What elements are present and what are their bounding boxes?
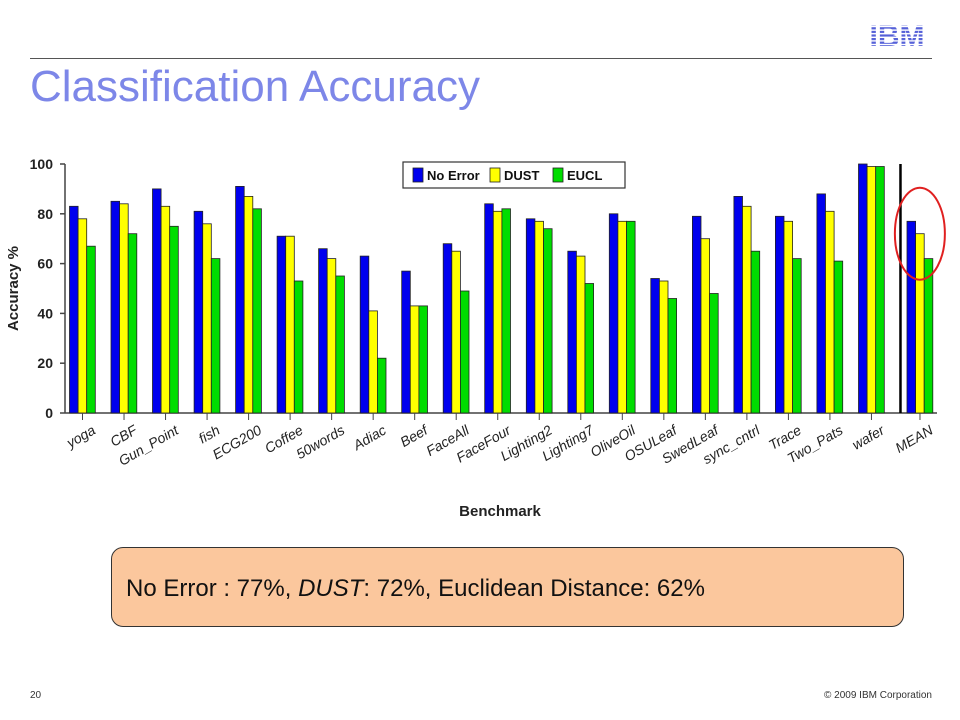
page-number: 20	[30, 690, 42, 701]
bar-yoga-dust	[77, 218, 88, 414]
bar-Lighting2-dust	[534, 220, 544, 414]
bar-Coffee-no-error	[276, 235, 287, 414]
bar-Lighting7-no-error	[567, 250, 577, 414]
bar-MEAN-dust	[915, 233, 925, 414]
legend-label-no-error: No Error	[427, 168, 480, 183]
bar-Gun_Point-eucl	[169, 225, 179, 414]
bar-SwedLeaf-no-error	[692, 215, 702, 414]
bar-wafer-eucl	[875, 166, 885, 414]
bar-FaceFour-dust	[492, 210, 503, 414]
y-tick-label: 40	[37, 305, 53, 321]
bar-wafer-dust	[866, 166, 877, 414]
bar-Trace-dust	[783, 220, 794, 414]
summary-part-1: No Error : 77%,	[126, 575, 299, 602]
bar-50words-dust	[326, 258, 337, 414]
bar-SwedLeaf-dust	[700, 238, 711, 414]
x-axis-title: Benchmark	[459, 503, 541, 520]
bar-OliveOil-eucl	[626, 220, 636, 414]
legend-label-dust: DUST	[504, 168, 539, 183]
legend-swatch-dust	[489, 167, 501, 183]
bar-FaceAll-no-error	[442, 243, 453, 414]
summary-part-2: DUST	[298, 575, 364, 602]
bar-Beef-dust	[409, 305, 420, 414]
bar-sync_cntrl-no-error	[733, 196, 743, 414]
bar-Lighting2-no-error	[525, 218, 536, 414]
bar-Two_Pats-eucl	[833, 260, 844, 414]
y-tick-label: 80	[37, 206, 53, 222]
legend-label-eucl: EUCL	[567, 168, 602, 183]
summary-text: No Error : 77%, DUST: 72%, Euclidean Dis…	[126, 575, 705, 603]
y-axis-title: Accuracy %	[5, 246, 22, 331]
bar-yoga-eucl	[86, 245, 96, 414]
bar-CBF-eucl	[127, 233, 138, 414]
bar-MEAN-eucl	[923, 258, 934, 414]
bar-Adiac-dust	[368, 310, 378, 414]
bar-Two_Pats-no-error	[816, 193, 826, 414]
bar-FaceFour-no-error	[484, 203, 494, 414]
x-tick-label: MEAN	[892, 421, 936, 456]
y-tick-label: 60	[37, 256, 53, 272]
x-tick-label: wafer	[849, 421, 888, 453]
bar-Trace-eucl	[792, 258, 802, 414]
bar-ECG200-dust	[243, 196, 254, 414]
bar-yoga-no-error	[69, 205, 79, 414]
legend-box	[402, 161, 626, 189]
bar-fish-eucl	[210, 258, 221, 414]
bar-OliveOil-no-error	[608, 213, 619, 414]
bar-CBF-dust	[119, 203, 129, 414]
bar-FaceFour-eucl	[501, 208, 511, 414]
header-rule	[30, 58, 932, 59]
bar-Lighting2-eucl	[543, 228, 553, 414]
bar-SwedLeaf-eucl	[709, 293, 719, 414]
ibm-logo: IBM	[870, 20, 925, 50]
copyright: © 2009 IBM Corporation	[824, 690, 932, 701]
bar-Lighting7-eucl	[584, 283, 595, 414]
bar-Adiac-no-error	[359, 255, 370, 414]
bar-Lighting7-dust	[576, 255, 586, 414]
mean-highlight-ellipse	[893, 186, 946, 281]
bar-Gun_Point-dust	[160, 205, 171, 414]
bar-ECG200-no-error	[235, 186, 245, 414]
bar-sync_cntrl-eucl	[750, 250, 761, 414]
bar-wafer-no-error	[858, 163, 868, 414]
summary-callout: No Error : 77%, DUST: 72%, Euclidean Dis…	[111, 547, 904, 627]
y-tick-label: 0	[45, 405, 53, 421]
bar-Adiac-eucl	[376, 357, 387, 414]
x-tick-label: 50words	[293, 422, 347, 462]
ibm-logo-text: IBM	[870, 20, 925, 50]
bar-OliveOil-dust	[617, 220, 627, 414]
bar-MEAN-no-error	[906, 220, 917, 414]
bar-FaceAll-dust	[451, 250, 461, 414]
legend-swatch-no-error	[412, 167, 424, 183]
bar-CBF-no-error	[110, 200, 121, 414]
legend-swatch-eucl	[552, 167, 564, 183]
bar-Beef-eucl	[418, 305, 428, 414]
bar-Trace-no-error	[775, 215, 785, 414]
bar-OSULeaf-eucl	[667, 298, 678, 414]
bar-ECG200-eucl	[252, 208, 262, 414]
bar-OSULeaf-no-error	[650, 278, 660, 414]
bar-Beef-no-error	[401, 270, 411, 414]
bar-Coffee-dust	[285, 235, 295, 414]
bar-OSULeaf-dust	[659, 280, 669, 414]
bar-Two_Pats-dust	[825, 210, 835, 414]
bar-FaceAll-eucl	[459, 290, 470, 414]
bar-fish-no-error	[193, 210, 204, 414]
x-tick-label: Adiac	[349, 422, 388, 454]
x-tick-label: yoga	[63, 422, 98, 452]
y-tick-label: 100	[30, 156, 54, 172]
slide-title: Classification Accuracy	[30, 62, 480, 111]
bar-sync_cntrl-dust	[742, 205, 752, 414]
bar-50words-no-error	[318, 248, 328, 414]
y-tick-label: 20	[37, 355, 53, 371]
bar-Gun_Point-no-error	[152, 188, 162, 414]
summary-part-3: : 72%, Euclidean Distance: 62%	[363, 575, 705, 602]
bar-fish-dust	[202, 223, 212, 414]
bar-50words-eucl	[335, 275, 345, 414]
bar-Coffee-eucl	[293, 280, 304, 414]
